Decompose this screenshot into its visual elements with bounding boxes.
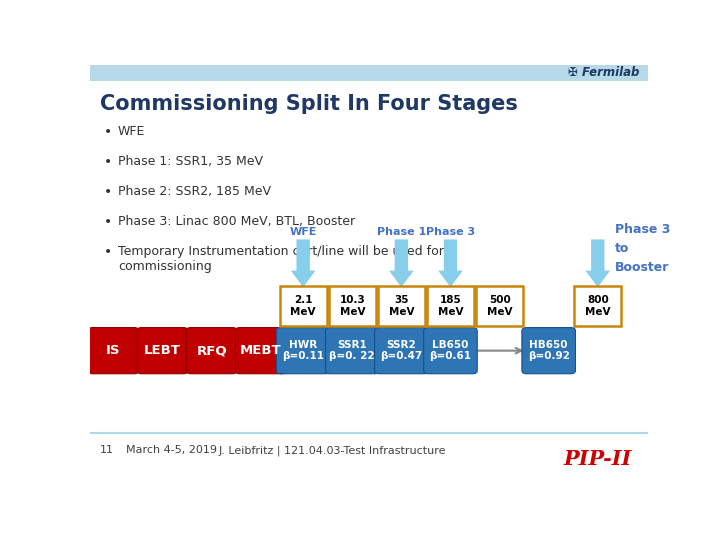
Text: •: • [104, 215, 112, 229]
Text: PIP-II: PIP-II [564, 449, 632, 469]
FancyBboxPatch shape [235, 328, 286, 374]
FancyBboxPatch shape [276, 328, 330, 374]
Text: ✠ Fermilab: ✠ Fermilab [568, 66, 639, 79]
Text: Phase 1: SSR1, 35 MeV: Phase 1: SSR1, 35 MeV [118, 155, 263, 168]
Text: Phase 3: Linac 800 MeV, BTL, Booster: Phase 3: Linac 800 MeV, BTL, Booster [118, 215, 355, 228]
Text: 185
MeV: 185 MeV [438, 295, 463, 317]
FancyBboxPatch shape [427, 286, 474, 326]
Bar [90, 65, 648, 80]
Text: March 4-5, 2019: March 4-5, 2019 [126, 446, 217, 455]
FancyBboxPatch shape [186, 328, 237, 374]
FancyBboxPatch shape [280, 286, 327, 326]
Text: •: • [104, 155, 112, 169]
Text: MEBT: MEBT [240, 344, 282, 357]
Text: J. Leibfritz | 121.04.03-Test Infrastructure: J. Leibfritz | 121.04.03-Test Infrastruc… [218, 446, 446, 456]
Text: 11: 11 [100, 446, 114, 455]
FancyBboxPatch shape [423, 328, 477, 374]
FancyBboxPatch shape [374, 328, 428, 374]
FancyBboxPatch shape [378, 286, 425, 326]
Polygon shape [291, 239, 315, 287]
Text: Phase 2: SSR2, 185 MeV: Phase 2: SSR2, 185 MeV [118, 185, 271, 198]
Text: Phase 1: Phase 1 [377, 227, 426, 238]
Text: SSR1
β=0. 22: SSR1 β=0. 22 [330, 340, 375, 361]
FancyBboxPatch shape [575, 286, 621, 326]
Text: Temporary Instrumentation cart/line will be used for
commissioning: Temporary Instrumentation cart/line will… [118, 245, 444, 273]
Polygon shape [438, 239, 463, 287]
Text: Phase 3
to
Booster: Phase 3 to Booster [615, 223, 670, 274]
Text: 10.3
MeV: 10.3 MeV [339, 295, 365, 317]
FancyBboxPatch shape [522, 328, 575, 374]
Text: WFE: WFE [289, 227, 317, 238]
FancyBboxPatch shape [88, 328, 139, 374]
FancyBboxPatch shape [476, 286, 523, 326]
Text: Commissioning Split In Four Stages: Commissioning Split In Four Stages [100, 94, 518, 114]
Text: •: • [104, 185, 112, 199]
Text: 500
MeV: 500 MeV [487, 295, 513, 317]
Text: IS: IS [106, 344, 121, 357]
Polygon shape [389, 239, 414, 287]
FancyBboxPatch shape [325, 328, 379, 374]
Polygon shape [585, 239, 610, 287]
Text: HWR
β=0.11: HWR β=0.11 [282, 340, 324, 361]
Text: •: • [104, 125, 112, 139]
Text: 800
MeV: 800 MeV [585, 295, 611, 317]
FancyBboxPatch shape [329, 286, 376, 326]
Text: •: • [104, 245, 112, 259]
Text: SSR2
β=0.47: SSR2 β=0.47 [380, 340, 423, 361]
Text: RFQ: RFQ [197, 344, 227, 357]
Text: 2.1
MeV: 2.1 MeV [290, 295, 316, 317]
FancyBboxPatch shape [137, 328, 188, 374]
Text: 35
MeV: 35 MeV [389, 295, 414, 317]
Text: Phase 3: Phase 3 [426, 227, 475, 238]
Text: LEBT: LEBT [144, 344, 181, 357]
Text: HB650
β=0.92: HB650 β=0.92 [528, 340, 570, 361]
Text: WFE: WFE [118, 125, 145, 138]
Text: LB650
β=0.61: LB650 β=0.61 [429, 340, 472, 361]
